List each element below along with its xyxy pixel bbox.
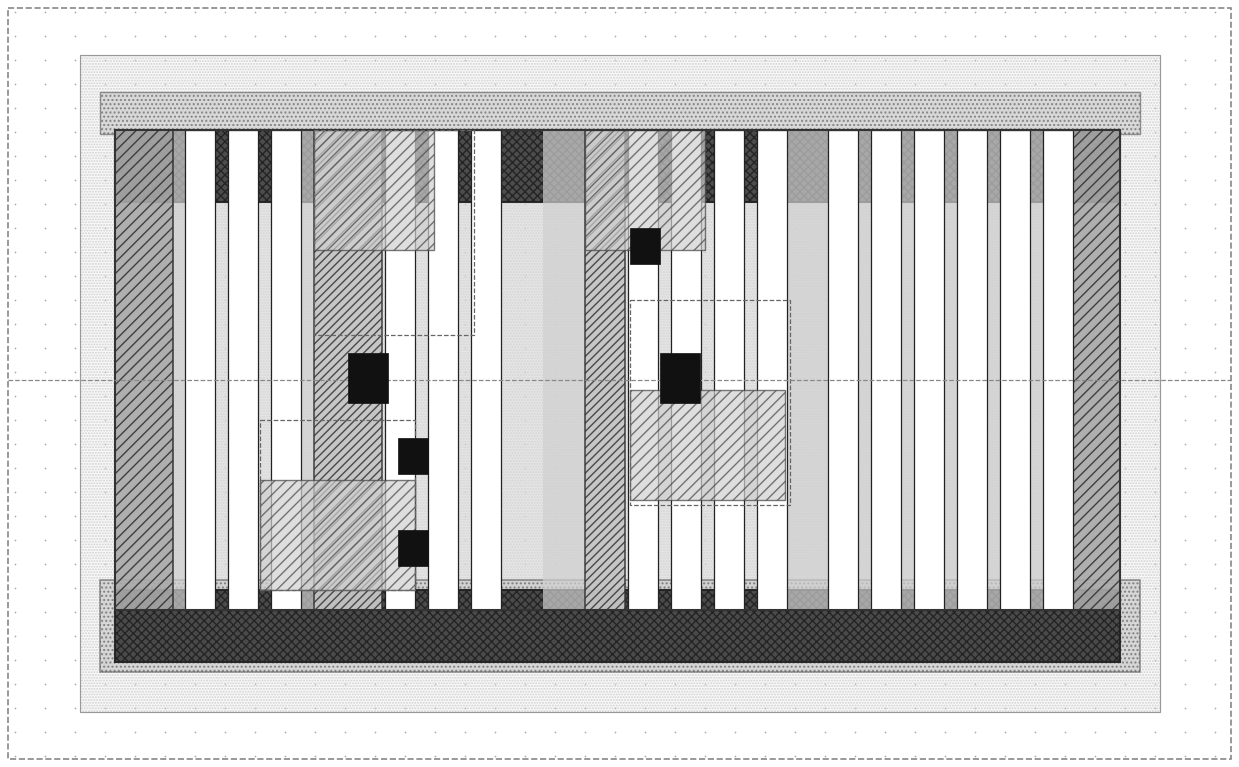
Bar	[100, 580, 1140, 672]
Bar	[543, 130, 624, 610]
Bar	[957, 130, 987, 610]
Bar	[1043, 130, 1073, 610]
Bar	[100, 92, 1140, 134]
Bar	[185, 130, 216, 610]
Bar	[301, 130, 382, 610]
Bar	[313, 130, 475, 335]
Bar	[173, 130, 216, 610]
Bar	[629, 228, 660, 264]
Bar	[348, 353, 388, 403]
Bar	[115, 130, 173, 610]
Bar	[585, 130, 705, 250]
Bar	[585, 130, 624, 610]
Bar	[385, 130, 415, 610]
Bar	[1062, 130, 1120, 610]
Bar	[313, 130, 434, 250]
Bar	[660, 353, 700, 403]
Bar	[271, 130, 301, 610]
Bar	[115, 130, 1120, 610]
Bar	[914, 130, 944, 610]
Bar	[757, 130, 787, 610]
Bar	[115, 130, 1120, 610]
Bar	[828, 130, 857, 610]
Bar	[115, 590, 1120, 662]
Bar	[313, 130, 382, 610]
Bar	[115, 130, 1120, 202]
Bar	[871, 130, 901, 610]
Bar	[398, 438, 427, 474]
Bar	[714, 130, 743, 610]
Bar	[81, 55, 1160, 712]
Bar	[260, 480, 415, 590]
Bar	[628, 130, 658, 610]
Bar	[81, 55, 1160, 712]
Bar	[228, 130, 258, 610]
Bar	[1000, 130, 1030, 610]
Bar	[398, 530, 427, 566]
Bar	[672, 130, 701, 610]
Bar	[427, 130, 458, 610]
Bar	[629, 300, 790, 505]
Bar	[629, 390, 786, 500]
Bar	[260, 420, 415, 590]
Bar	[471, 130, 501, 610]
Bar	[786, 130, 1062, 610]
